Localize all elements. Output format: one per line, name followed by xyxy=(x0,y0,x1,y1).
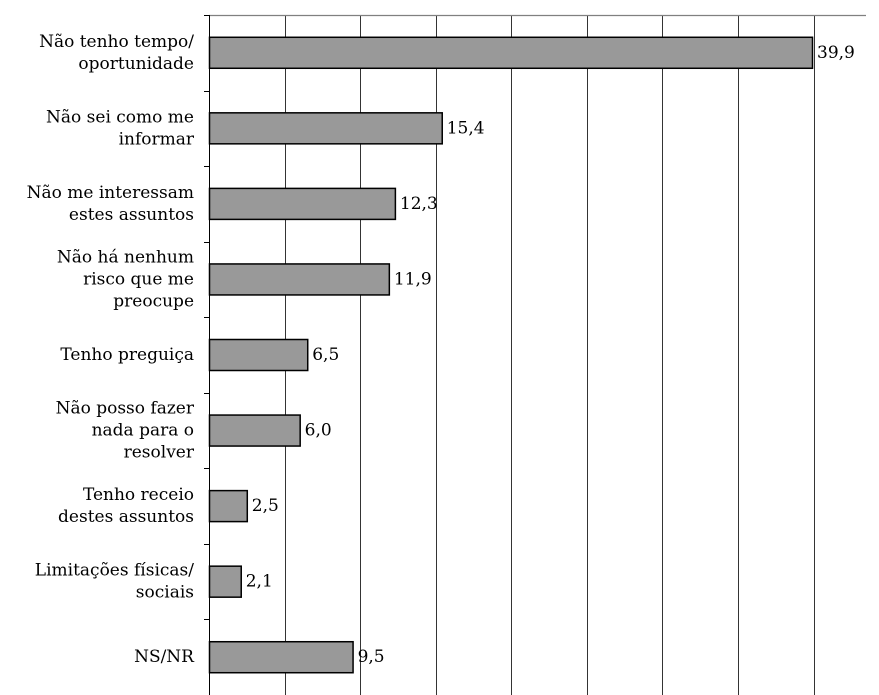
value-label: 6,5 xyxy=(312,345,339,365)
category-label: estes assuntos xyxy=(69,205,194,225)
category-label: nada para o xyxy=(92,421,194,441)
bar xyxy=(208,489,249,523)
bar xyxy=(208,338,309,372)
category-label: risco que me xyxy=(83,269,194,289)
category-label: Limitações físicas/ xyxy=(35,561,194,581)
category-label: Não há nenhum xyxy=(57,247,194,267)
bar xyxy=(208,112,443,145)
value-label: 12,3 xyxy=(400,194,438,214)
category-label: resolver xyxy=(124,443,195,463)
value-label: 6,0 xyxy=(305,421,332,441)
bar xyxy=(208,36,814,70)
category-label: Não me interessam xyxy=(27,183,194,203)
category-label: sociais xyxy=(136,583,194,603)
category-label: Não tenho tempo/ xyxy=(39,32,194,52)
category-label: Não posso fazer xyxy=(56,399,195,419)
category-label: Tenho preguiça xyxy=(60,345,194,365)
bar xyxy=(208,565,242,598)
bar xyxy=(208,187,397,221)
value-label: 9,5 xyxy=(358,647,385,667)
category-label: informar xyxy=(119,129,195,149)
category-label: preocupe xyxy=(113,291,194,311)
bar xyxy=(208,263,391,296)
value-label: 11,9 xyxy=(394,269,432,289)
value-label: 2,1 xyxy=(246,572,273,592)
category-label: Não sei como me xyxy=(46,107,194,127)
bar xyxy=(208,414,301,447)
bar xyxy=(208,640,354,674)
category-label: NS/NR xyxy=(134,647,195,667)
value-label: 39,9 xyxy=(817,43,855,63)
value-label: 2,5 xyxy=(252,496,279,516)
category-label: Tenho receio xyxy=(83,485,194,505)
category-label: destes assuntos xyxy=(58,507,194,527)
value-label: 15,4 xyxy=(447,118,485,138)
category-label: oportunidade xyxy=(78,54,194,74)
